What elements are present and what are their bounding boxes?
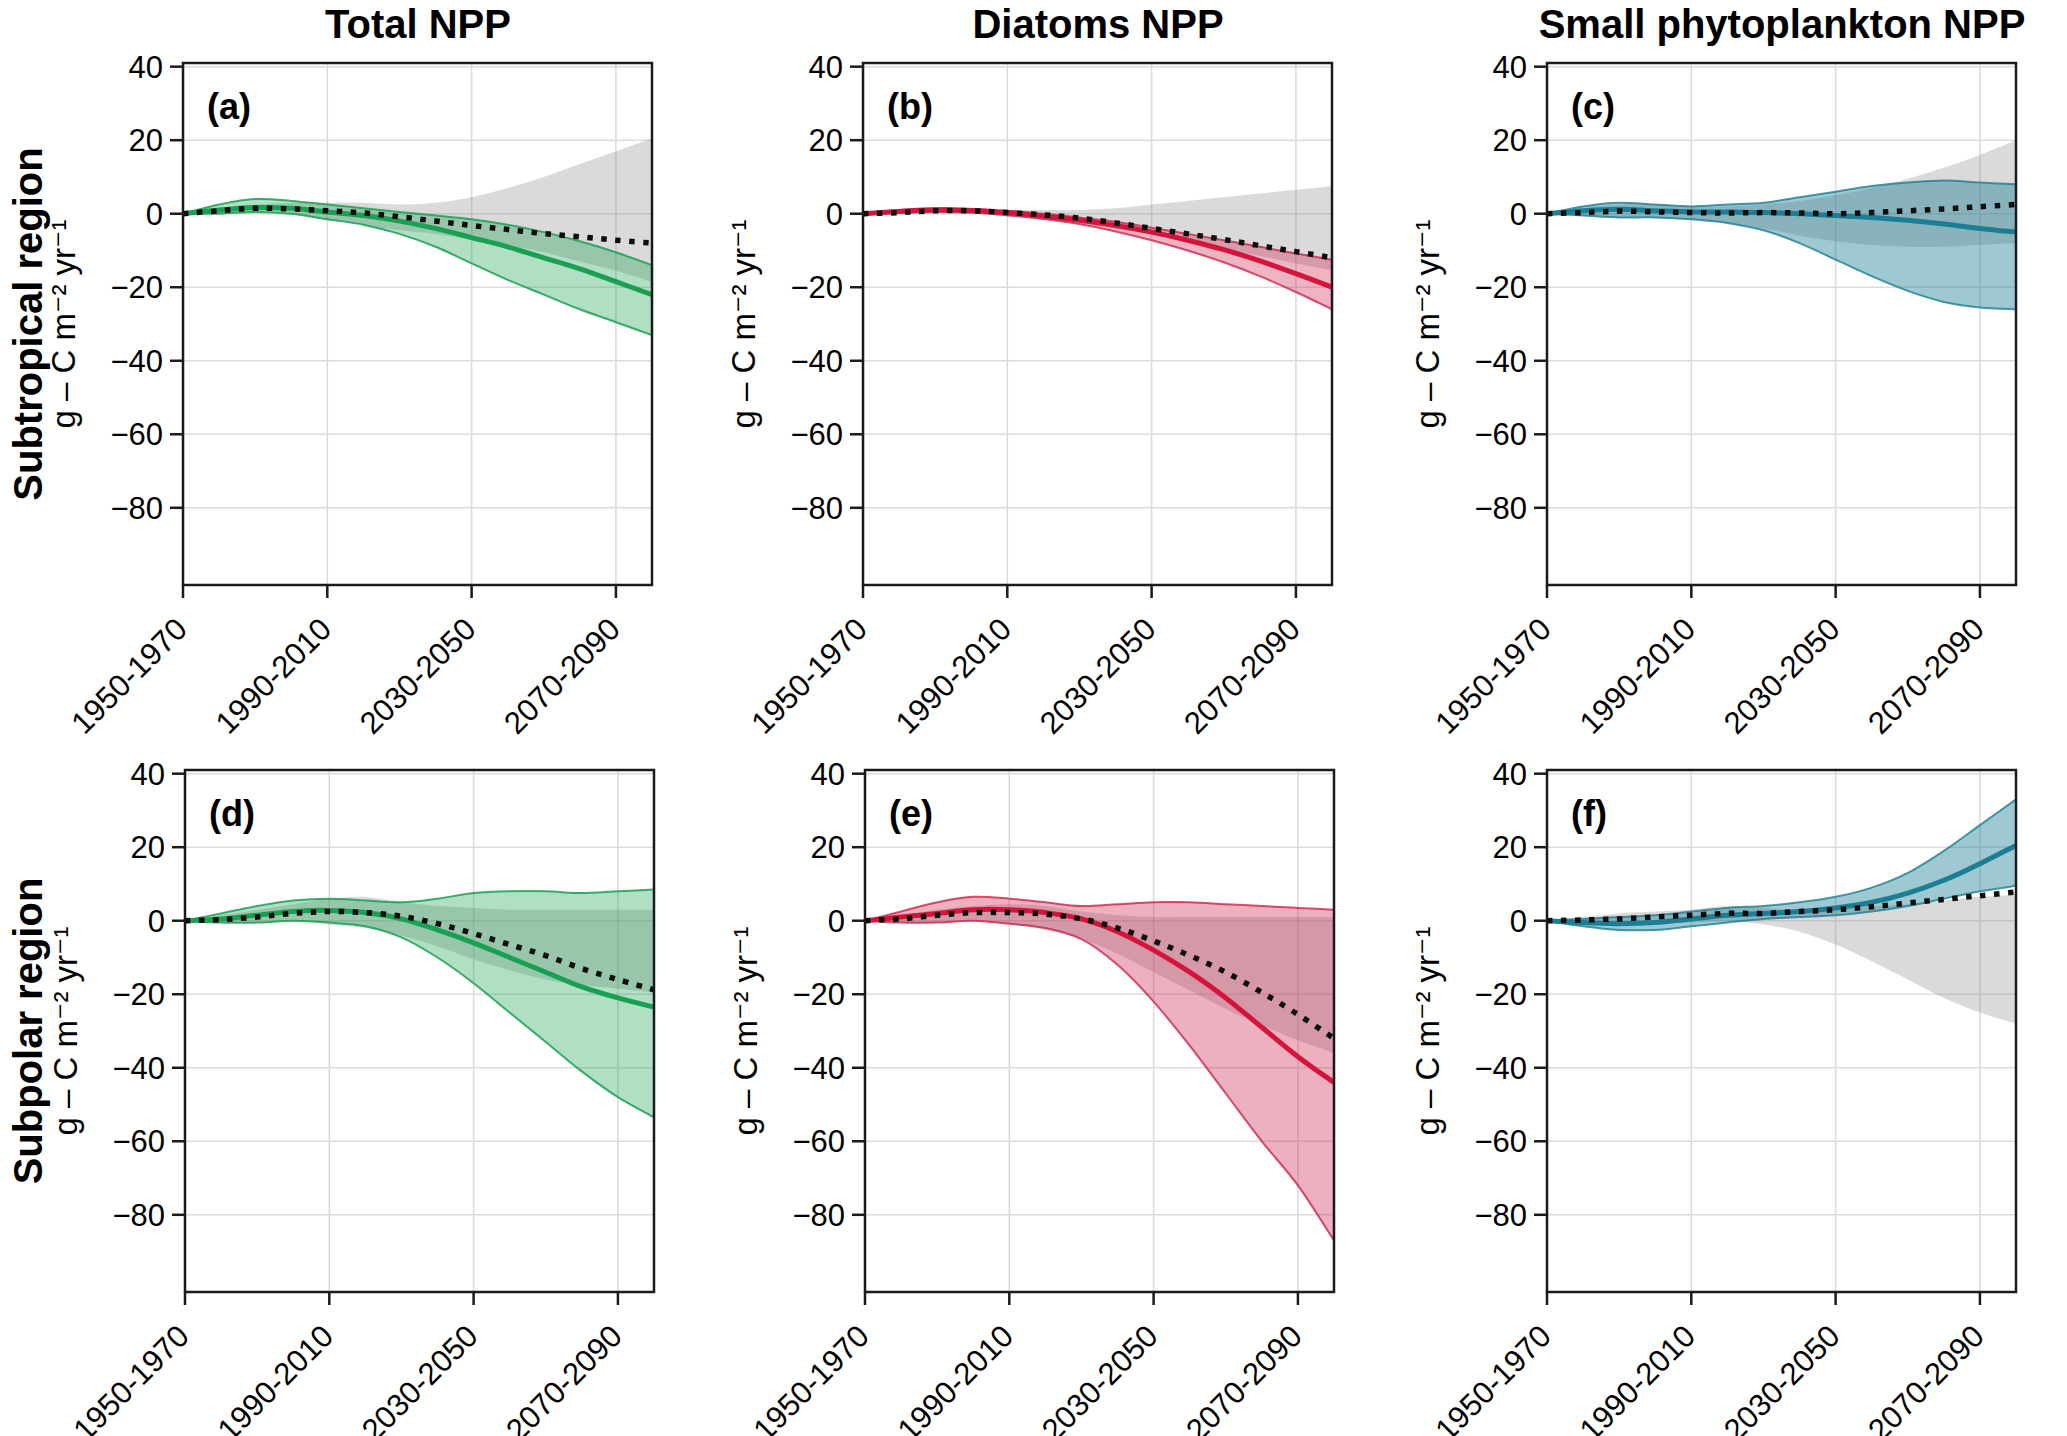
x-tick-label: 1950-1970	[66, 1318, 196, 1436]
y-tick-label: −80	[1474, 491, 1527, 526]
x-tick-label: 1990-2010	[1573, 1318, 1703, 1436]
y-tick-label: −80	[112, 1198, 165, 1233]
y-tick-label: −60	[792, 1124, 845, 1159]
panel-letter: (c)	[1571, 86, 1615, 127]
y-tick-label: −80	[792, 1198, 845, 1233]
x-tick-label: 1990-2010	[209, 611, 339, 741]
y-tick-label: −80	[1474, 1198, 1527, 1233]
y-tick-label: −80	[110, 491, 163, 526]
y-tick-label: 20	[129, 123, 163, 158]
x-tick-label: 1950-1970	[64, 611, 194, 741]
panel-d: 40 20 0 −20 −40 −60 −80 1950-19701990-20102030-…	[47, 757, 654, 1436]
panel-b: 40 20 0 −20 −40 −60 −80 1950-19701990-20102030-…	[725, 50, 1332, 741]
y-tick-label: −20	[110, 270, 163, 305]
y-tick-label: −40	[112, 1051, 165, 1086]
chart-canvas: 40200−20−40−60−801950-19701990-20102030-…	[0, 0, 2067, 1436]
panel-a: 40 20 0 −20 −40 −60 −80 1950-19701990-20102030-…	[45, 50, 652, 741]
axes-frame	[1547, 63, 2016, 585]
y-tick-label: −80	[790, 491, 843, 526]
y-tick-label: −20	[1474, 270, 1527, 305]
x-tick-label: 2070-2090	[1861, 1318, 1991, 1436]
panel-letter: (f)	[1571, 793, 1607, 834]
y-tick-label: −60	[1474, 417, 1527, 452]
y-tick-label: −60	[1474, 1124, 1527, 1159]
panel-f: 40 20 0 −20 −40 −60 −80 1950-19701990-20102030-…	[1409, 757, 2016, 1436]
y-tick-label: 20	[1493, 830, 1527, 865]
x-tick-label: 2070-2090	[499, 1318, 629, 1436]
y-tick-label: 0	[828, 904, 845, 939]
panel-letter: (b)	[887, 86, 933, 127]
y-axis-label: g – C m⁻² yr⁻¹	[725, 219, 762, 428]
x-tick-label: 1950-1970	[746, 1318, 876, 1436]
y-tick-label: −20	[1474, 977, 1527, 1012]
x-tick-label: 1990-2010	[1573, 611, 1703, 741]
x-tick-label: 2030-2050	[355, 1318, 485, 1436]
y-tick-label: −40	[790, 344, 843, 379]
y-tick-label: −40	[792, 1051, 845, 1086]
high-scenario-spread-band	[865, 897, 1334, 1241]
y-tick-label: −20	[792, 977, 845, 1012]
y-tick-label: 0	[1510, 197, 1527, 232]
panel-letter: (e)	[889, 793, 933, 834]
y-tick-label: −20	[112, 977, 165, 1012]
y-axis-label: g – C m⁻² yr⁻¹	[727, 926, 764, 1135]
x-tick-label: 2070-2090	[1861, 611, 1991, 741]
y-axis-label: g – C m⁻² yr⁻¹	[45, 219, 82, 428]
panel-e: 40 20 0 −20 −40 −60 −80 1950-19701990-20102030-…	[727, 757, 1334, 1436]
x-tick-label: 2030-2050	[1033, 611, 1163, 741]
y-tick-label: 40	[131, 757, 165, 792]
x-tick-label: 2030-2050	[1717, 611, 1847, 741]
y-tick-label: −20	[790, 270, 843, 305]
x-tick-label: 1990-2010	[891, 1318, 1021, 1436]
y-axis-label: g – C m⁻² yr⁻¹	[1409, 219, 1446, 428]
x-tick-label: 2070-2090	[1177, 611, 1307, 741]
y-tick-label: 0	[826, 197, 843, 232]
y-tick-label: −60	[112, 1124, 165, 1159]
y-tick-label: 40	[811, 757, 845, 792]
y-tick-label: 40	[1493, 757, 1527, 792]
npp-anomaly-figure: Total NPP Diatoms NPP Small phytoplankto…	[0, 0, 2067, 1436]
y-tick-label: 40	[1493, 50, 1527, 85]
y-axis-label: g – C m⁻² yr⁻¹	[1409, 926, 1446, 1135]
x-tick-label: 2030-2050	[353, 611, 483, 741]
y-tick-label: −40	[1474, 1051, 1527, 1086]
y-tick-label: 0	[148, 904, 165, 939]
y-tick-label: 40	[809, 50, 843, 85]
x-tick-label: 2030-2050	[1035, 1318, 1165, 1436]
x-tick-label: 1990-2010	[211, 1318, 341, 1436]
x-tick-label: 1990-2010	[889, 611, 1019, 741]
y-tick-label: 20	[811, 830, 845, 865]
y-tick-label: −60	[790, 417, 843, 452]
y-tick-label: 20	[131, 830, 165, 865]
y-tick-label: −40	[110, 344, 163, 379]
axes-frame	[863, 63, 1332, 585]
panel-c: 40 20 0 −20 −40 −60 −80 1950-19701990-20102030-…	[1409, 50, 2016, 741]
y-axis-label: g – C m⁻² yr⁻¹	[47, 926, 84, 1135]
y-tick-label: 20	[1493, 123, 1527, 158]
y-tick-label: −60	[110, 417, 163, 452]
x-tick-label: 2070-2090	[497, 611, 627, 741]
x-tick-label: 2030-2050	[1717, 1318, 1847, 1436]
y-tick-label: −40	[1474, 344, 1527, 379]
x-tick-label: 1950-1970	[1428, 1318, 1558, 1436]
panel-letter: (d)	[209, 793, 255, 834]
y-tick-label: 40	[129, 50, 163, 85]
y-tick-label: 0	[1510, 904, 1527, 939]
y-tick-label: 20	[809, 123, 843, 158]
y-tick-label: 0	[146, 197, 163, 232]
x-tick-label: 1950-1970	[744, 611, 874, 741]
axes-frame	[183, 63, 652, 585]
axes-frame	[1547, 770, 2016, 1292]
panel-letter: (a)	[207, 86, 251, 127]
x-tick-label: 1950-1970	[1428, 611, 1558, 741]
x-tick-label: 2070-2090	[1179, 1318, 1309, 1436]
